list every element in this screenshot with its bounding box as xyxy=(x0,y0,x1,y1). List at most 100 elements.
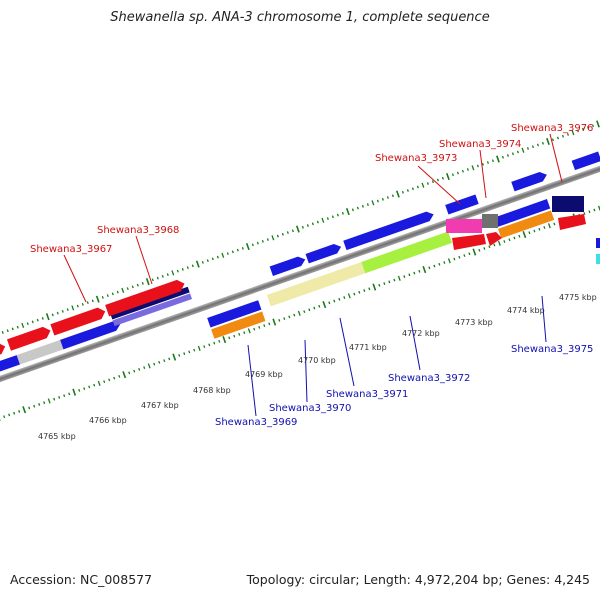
gene-label-3971[interactable]: Shewana3_3971 xyxy=(326,389,408,400)
scale-tick xyxy=(491,159,494,163)
scale-tick xyxy=(128,371,131,375)
scale-tick xyxy=(43,401,46,405)
scale-tick xyxy=(411,187,414,191)
gene-gray-3966[interactable] xyxy=(16,339,64,365)
gene-red-b[interactable] xyxy=(6,325,52,351)
gene-red-3973[interactable] xyxy=(452,234,486,250)
scale-tick xyxy=(106,294,109,298)
gene-label-3969[interactable]: Shewana3_3969 xyxy=(215,417,297,428)
scale-tick xyxy=(426,182,429,185)
gene-gray-3974[interactable] xyxy=(482,214,498,228)
scale-tick xyxy=(596,120,600,128)
scale-tick xyxy=(11,327,14,331)
scale-tick xyxy=(446,172,450,181)
scale-tick xyxy=(211,257,214,261)
scale-tick xyxy=(303,310,306,313)
gene-label-3973[interactable]: Shewana3_3973 xyxy=(375,153,457,164)
scale-tick xyxy=(238,332,241,336)
gene-blue-3972[interactable] xyxy=(343,210,435,251)
scale-tick xyxy=(281,232,284,236)
scale-tick xyxy=(522,230,527,239)
scale-tick xyxy=(83,387,86,391)
gene-label-3970[interactable]: Shewana3_3970 xyxy=(269,403,351,414)
forward-genes-row2 xyxy=(0,278,186,364)
scale-tick xyxy=(453,257,456,261)
scale-tick xyxy=(422,265,427,274)
scale-tick xyxy=(436,178,439,182)
gene-blue-edge[interactable] xyxy=(596,238,600,248)
gene-khaki-3970[interactable] xyxy=(266,261,366,307)
tick-row-bottom xyxy=(0,205,600,422)
gene-orange-3975[interactable] xyxy=(498,210,555,239)
gene-3968-bottom[interactable] xyxy=(112,293,193,327)
gene-blue-far-right[interactable] xyxy=(571,151,600,171)
upper-right-genes xyxy=(446,196,600,264)
gene-label-3976[interactable]: Shewana3_3976 xyxy=(511,123,593,134)
scale-tick xyxy=(371,200,375,206)
gene-blue-3975-rev[interactable] xyxy=(494,199,551,228)
scale-tick xyxy=(478,248,481,252)
scale-tick xyxy=(521,147,525,153)
gene-label-3968[interactable]: Shewana3_3968 xyxy=(97,225,179,236)
scale-tick xyxy=(293,313,296,317)
scale-tick xyxy=(503,240,506,243)
gene-navy-3976[interactable] xyxy=(552,196,584,212)
scale-tick xyxy=(341,211,344,215)
scale-tick xyxy=(86,301,89,305)
scale-tick xyxy=(61,310,64,313)
scale-tick xyxy=(496,155,500,163)
gene-blue-3970[interactable] xyxy=(269,255,307,276)
gene-red-3976[interactable] xyxy=(558,214,586,230)
gene-blue-3971[interactable] xyxy=(305,242,343,264)
scale-tick xyxy=(286,231,289,234)
forward-genes xyxy=(0,151,600,380)
scale-tick xyxy=(66,308,69,312)
gene-label-3974[interactable]: Shewana3_3974 xyxy=(439,139,521,150)
gene-blue-3973[interactable] xyxy=(445,194,479,215)
scale-tick xyxy=(395,190,400,198)
scale-tick xyxy=(321,217,325,223)
tick-row-top xyxy=(1,120,600,334)
gene-label-3967[interactable]: Shewana3_3967 xyxy=(30,244,112,255)
scale-tick xyxy=(508,238,511,242)
scale-tick xyxy=(33,404,36,408)
scale-tick xyxy=(363,289,366,292)
scale-tick xyxy=(258,325,261,329)
scale-tick xyxy=(333,299,336,303)
gene-3967[interactable] xyxy=(60,319,122,350)
scale-tick xyxy=(456,171,459,175)
gene-label-3972[interactable]: Shewana3_3972 xyxy=(388,373,470,384)
scale-tick xyxy=(576,129,580,133)
gene-red-d[interactable] xyxy=(105,278,186,317)
gene-blue-3969[interactable] xyxy=(207,300,262,328)
scale-tick xyxy=(272,318,277,326)
scale-tick xyxy=(447,258,451,264)
scale-tick xyxy=(338,297,341,301)
scale-tick xyxy=(278,318,281,322)
scale-tick xyxy=(103,380,106,384)
scale-tick xyxy=(551,138,554,142)
gene-blue-far-left[interactable] xyxy=(0,355,21,380)
gene-red-c[interactable] xyxy=(50,306,107,336)
gene-cyan-edge[interactable] xyxy=(596,254,600,264)
scale-tick xyxy=(353,292,356,296)
scale-tick xyxy=(183,352,186,356)
map-title: Shewanella sp. ANA-3 chromosome 1, compl… xyxy=(110,10,490,25)
scale-tick xyxy=(245,243,250,251)
gene-magenta-3973[interactable] xyxy=(446,219,482,233)
scale-tick xyxy=(497,240,501,246)
gene-orange-3969[interactable] xyxy=(211,311,266,339)
reverse-genes xyxy=(207,199,555,339)
kbp-label: 4774 kbp xyxy=(507,306,545,315)
gene-lime-3972[interactable] xyxy=(361,231,453,274)
gene-label-3975[interactable]: Shewana3_3975 xyxy=(511,344,593,355)
scale-tick xyxy=(311,222,314,226)
scale-tick xyxy=(441,176,444,180)
scale-tick xyxy=(483,247,486,250)
gene-red-3974[interactable] xyxy=(486,232,502,246)
scale-tick xyxy=(376,199,379,203)
gene-blue-3975[interactable] xyxy=(511,170,548,192)
scale-tick xyxy=(163,359,166,363)
scale-tick xyxy=(295,225,300,233)
